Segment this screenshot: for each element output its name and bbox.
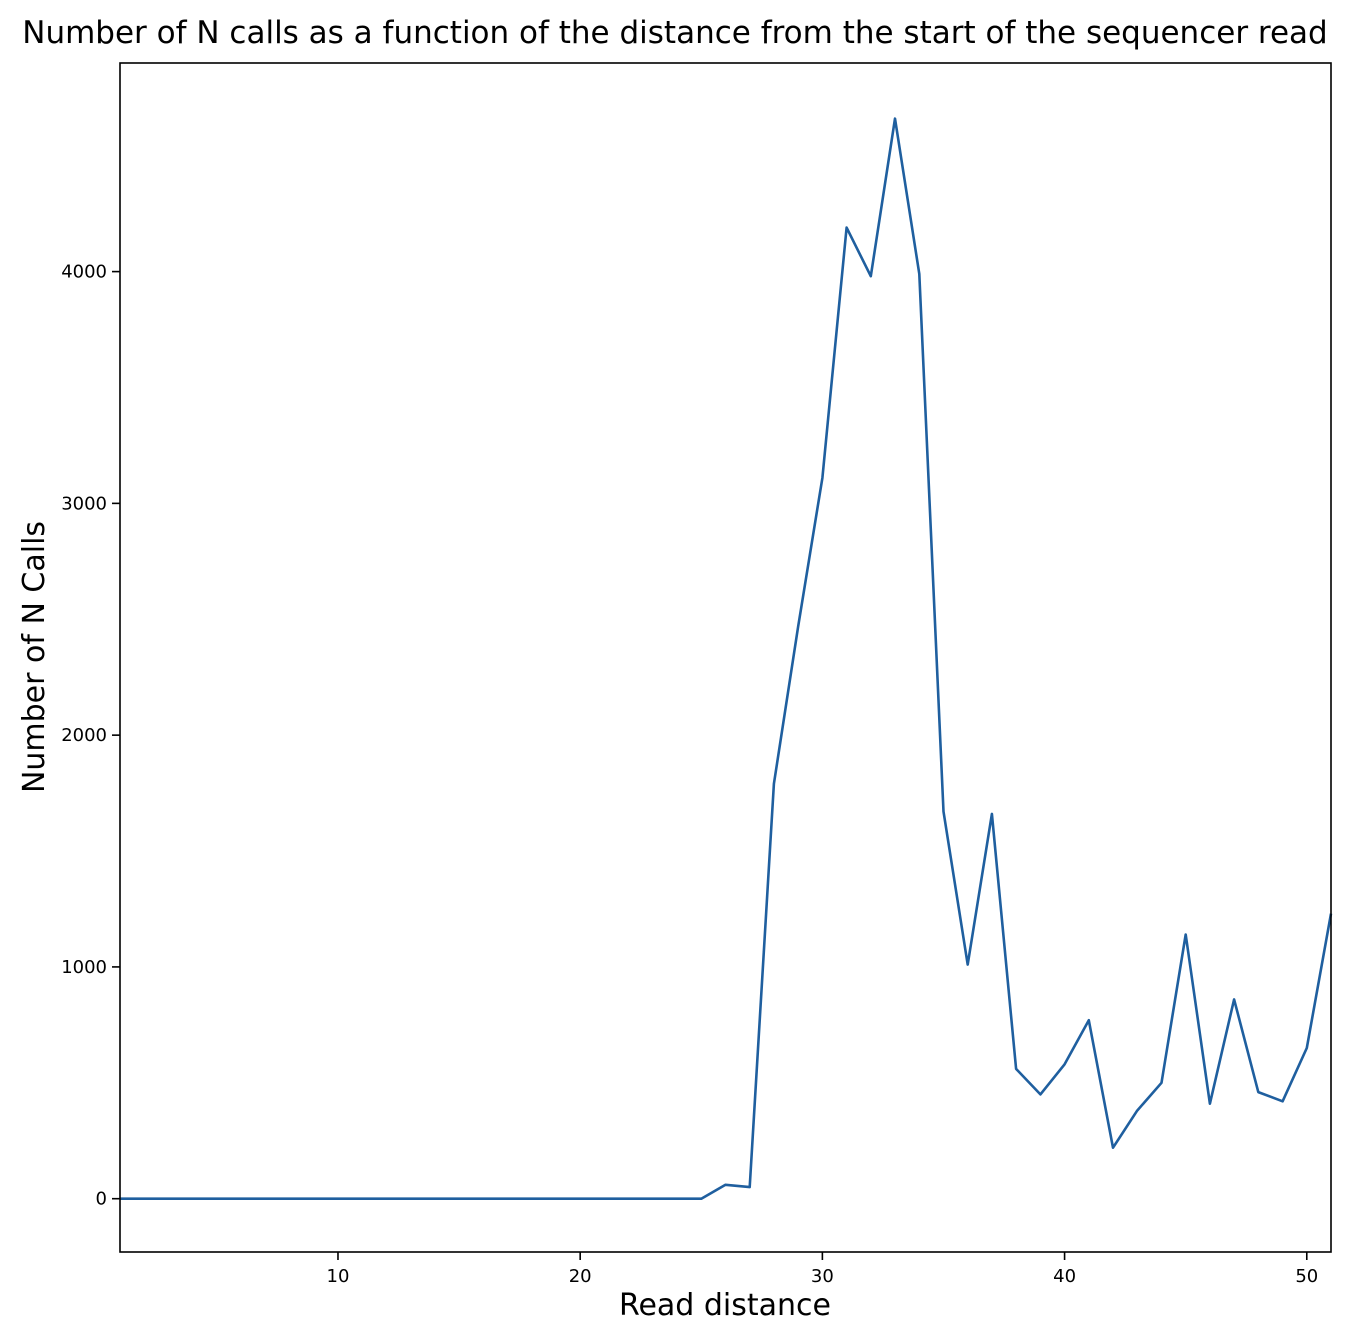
y-tick-label: 1000 — [61, 957, 107, 978]
plot-frame — [119, 62, 1332, 1253]
y-tick-label: 4000 — [61, 262, 107, 283]
chart-title: Number of N calls as a function of the d… — [22, 15, 1327, 51]
tick-layer: 10 20 30 40 50 0 1000 2000 3000 4000 — [61, 262, 1318, 1287]
series-line — [120, 117, 1333, 1200]
x-axis-label: Read distance — [619, 1288, 831, 1323]
x-tick-label: 30 — [811, 1266, 834, 1287]
y-tick-label: 3000 — [61, 493, 107, 514]
y-axis-label: Number of N Calls — [17, 521, 52, 793]
x-tick-label: 10 — [327, 1266, 350, 1287]
y-tick-label: 2000 — [61, 725, 107, 746]
series-layer — [120, 117, 1333, 1200]
x-tick-label: 50 — [1295, 1266, 1318, 1287]
x-tick-label: 20 — [569, 1266, 592, 1287]
y-tick-label: 0 — [96, 1189, 107, 1210]
x-tick-label: 40 — [1053, 1266, 1076, 1287]
